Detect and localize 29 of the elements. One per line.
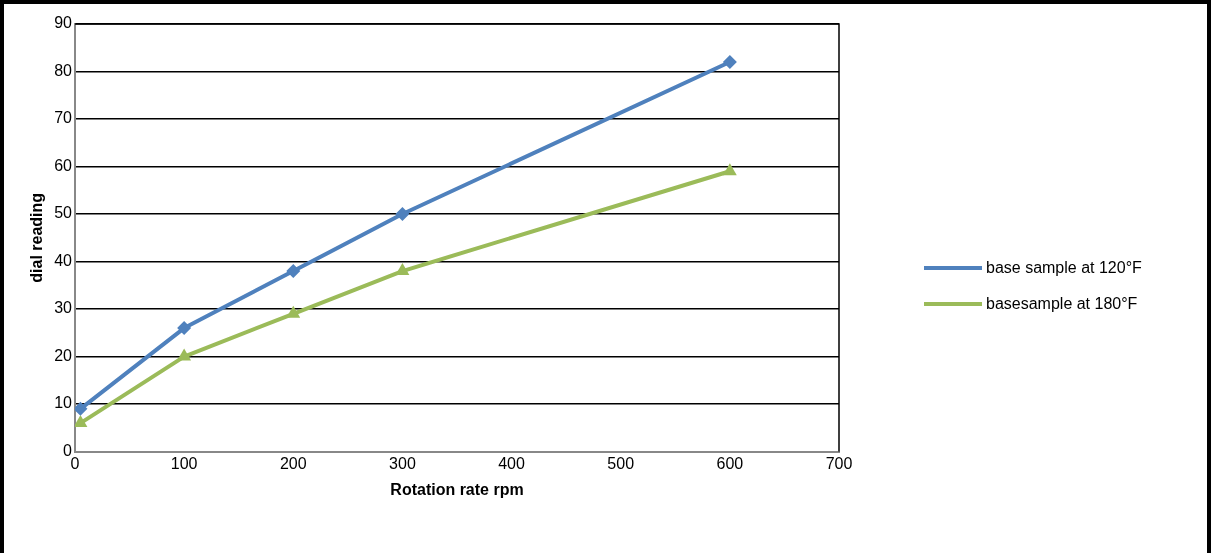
x-tick-label: 700 (825, 454, 853, 472)
x-tick-label: 400 (498, 454, 526, 472)
x-tick-label: 200 (279, 454, 307, 472)
x-tick-label: 300 (389, 454, 416, 472)
x-tick-label: 100 (170, 454, 198, 472)
legend-label: base sample at 120°F (986, 259, 1142, 277)
point (722, 55, 737, 70)
y-tick-label: 60 (54, 156, 73, 174)
y-tick-label: 10 (54, 394, 73, 412)
point (75, 415, 88, 428)
y-tick-label: 70 (54, 109, 73, 127)
point (177, 348, 192, 361)
y-tick-label: 90 (54, 14, 73, 32)
y-tick-label: 50 (54, 204, 73, 222)
x-tick-label: 500 (607, 454, 635, 472)
y-tick-label: 40 (54, 251, 73, 269)
point (75, 401, 88, 416)
point (286, 305, 301, 318)
legend-label: basesample at 180°F (986, 295, 1138, 313)
y-tick-label: 80 (54, 61, 73, 79)
point (722, 163, 737, 176)
y-axis-title: dial reading (28, 192, 46, 283)
y-tick-label: 20 (54, 346, 73, 364)
y-tick-label: 30 (54, 299, 73, 317)
point (286, 264, 301, 279)
point (395, 207, 410, 222)
x-tick-label: 600 (716, 454, 744, 472)
x-axis-title: Rotation rate rpm (390, 480, 524, 498)
point (177, 321, 192, 336)
